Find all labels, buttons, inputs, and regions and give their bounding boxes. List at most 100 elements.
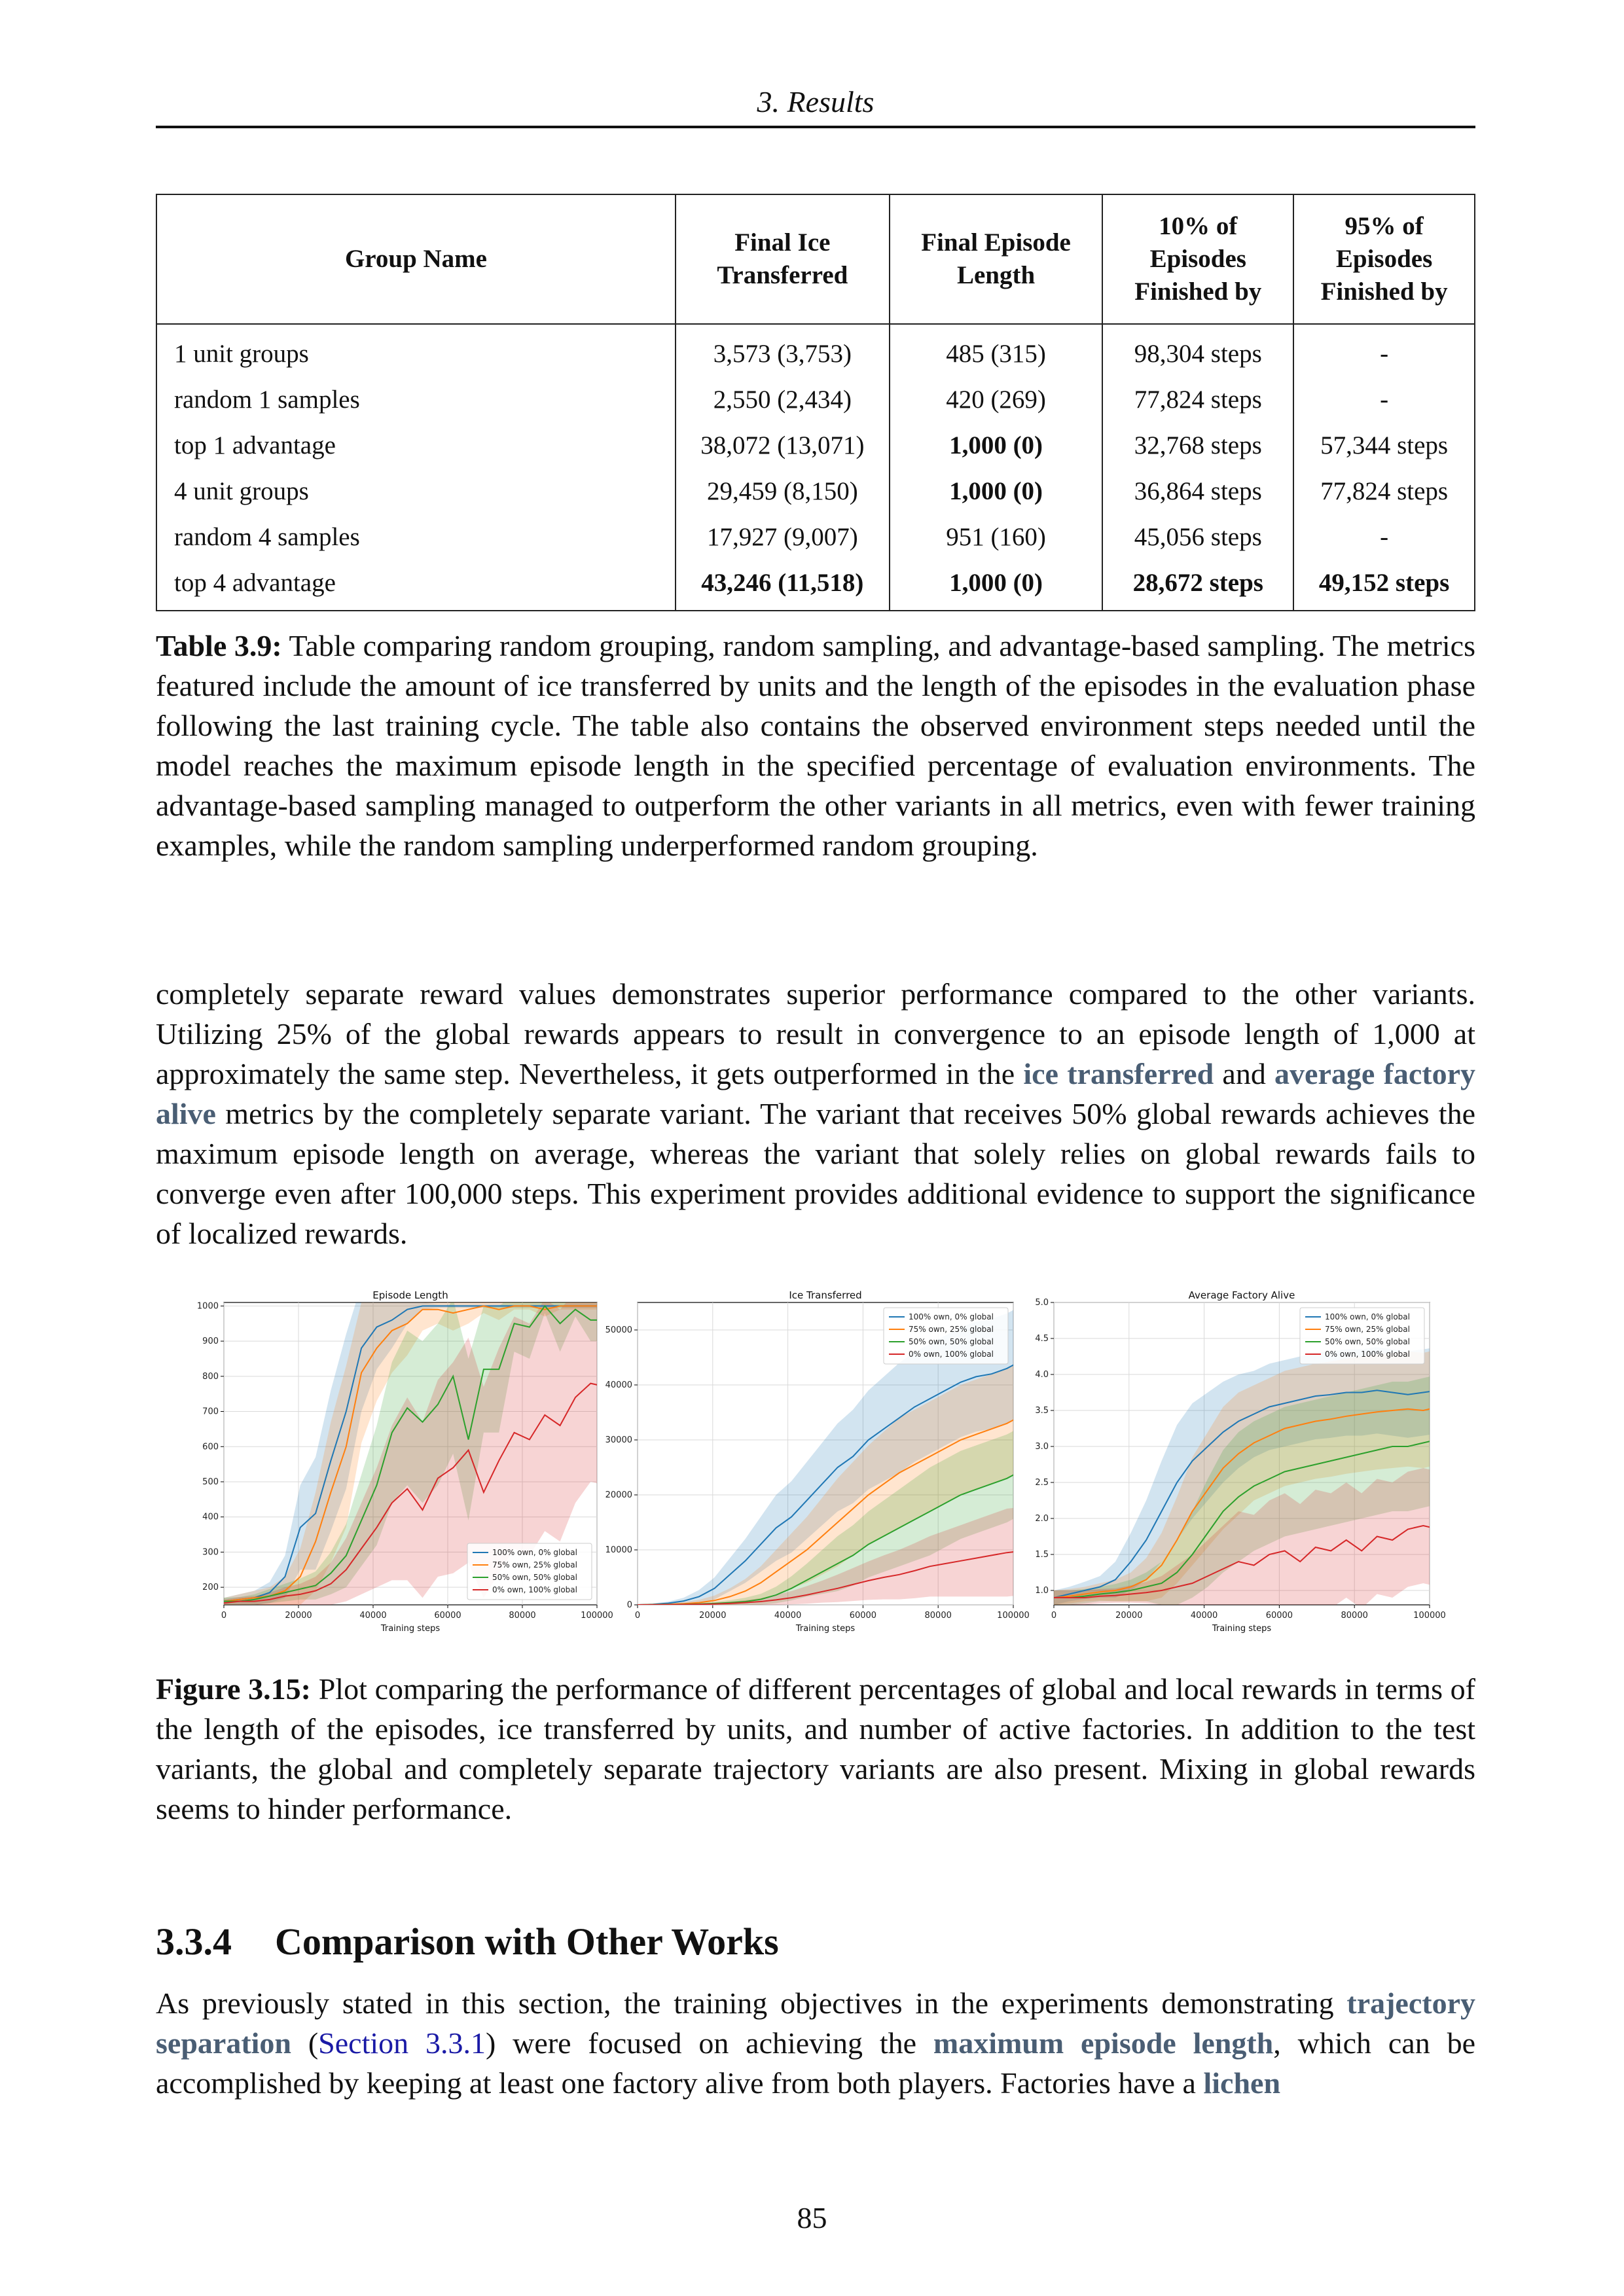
series-line	[1054, 1390, 1430, 1598]
series-band	[1054, 1351, 1430, 1605]
x-tick-label: 80000	[1341, 1611, 1368, 1621]
legend-entry: 100% own, 0% global	[492, 1548, 577, 1557]
figure-caption-label: Figure 3.15:	[156, 1672, 311, 1706]
p95-cell: -	[1293, 324, 1475, 377]
x-tick-label: 40000	[774, 1611, 801, 1621]
y-tick-label: 1000	[197, 1301, 219, 1311]
table-row: random 1 samples 2,550 (2,434) 420 (269)…	[156, 377, 1475, 423]
series-band	[224, 1302, 597, 1605]
series-line	[638, 1419, 1013, 1605]
figure-caption-text: Plot comparing the performance of differ…	[156, 1672, 1476, 1825]
body-text: completely separate reward values demons…	[156, 977, 1475, 1090]
y-tick-label: 300	[202, 1547, 219, 1557]
x-tick-label: 20000	[1115, 1611, 1142, 1621]
length-cell: 1,000 (0)	[888, 423, 1104, 469]
length-cell: 420 (269)	[888, 377, 1104, 423]
chart-1: 0 20000 40000 60000 80000 100000 0 10000 20000 30…	[605, 1289, 1030, 1634]
p95-cell: 77,824 steps	[1293, 469, 1475, 514]
legend-entry: 75% own, 25% global	[1325, 1325, 1410, 1334]
y-tick-label: 5.0	[1035, 1298, 1049, 1308]
p10-cell: 32,768 steps	[1102, 423, 1295, 469]
series-band	[224, 1302, 597, 1605]
legend-box	[467, 1543, 592, 1600]
series-line	[224, 1382, 597, 1604]
table-caption: Table 3.9: Table comparing random groupi…	[156, 626, 1475, 865]
x-tick-label: 80000	[509, 1611, 535, 1621]
y-tick-label: 800	[202, 1372, 219, 1382]
section-heading: 3.3.4 Comparison with Other Works	[156, 1919, 779, 1965]
series-band	[1054, 1376, 1430, 1605]
y-tick-label: 200	[202, 1583, 219, 1592]
length-cell: 485 (315)	[888, 324, 1104, 377]
y-tick-label: 3.0	[1035, 1442, 1049, 1452]
y-tick-label: 500	[202, 1477, 219, 1487]
legend-entry: 75% own, 25% global	[492, 1560, 577, 1570]
legend-entry: 50% own, 50% global	[909, 1337, 994, 1346]
col-header: 10% of Episodes Finished by	[1102, 194, 1295, 325]
body-text: metrics by the completely separate varia…	[156, 1097, 1475, 1250]
table-row: random 4 samples 17,927 (9,007) 951 (160…	[156, 514, 1475, 560]
x-tick-label: 100000	[581, 1611, 613, 1621]
group-name-cell: top 1 advantage	[156, 423, 676, 469]
group-name-cell: 4 unit groups	[156, 469, 676, 514]
group-name-cell: top 4 advantage	[156, 560, 676, 611]
body-text: ) were focused on achieving the	[486, 2026, 933, 2060]
y-tick-label: 400	[202, 1513, 219, 1522]
group-name-cell: random 4 samples	[156, 514, 676, 560]
x-axis-label: Training steps	[380, 1624, 441, 1634]
col-header: 95% of Episodes Finished by	[1293, 194, 1475, 325]
body-text: (	[291, 2026, 319, 2060]
length-cell: 1,000 (0)	[888, 560, 1104, 611]
body-text: and	[1214, 1057, 1275, 1090]
x-tick-label: 0	[635, 1611, 640, 1621]
legend-entry: 100% own, 0% global	[1325, 1312, 1410, 1321]
legend-entry: 0% own, 100% global	[492, 1585, 577, 1594]
legend-entry: 100% own, 0% global	[909, 1312, 994, 1321]
y-tick-label: 600	[202, 1442, 219, 1452]
series-band	[638, 1310, 1013, 1605]
term-link-maximum-episode-length[interactable]: maximum episode length	[933, 2026, 1274, 2060]
p10-cell: 28,672 steps	[1102, 560, 1295, 611]
y-tick-label: 4.5	[1035, 1334, 1049, 1344]
ice-cell: 3,573 (3,753)	[674, 324, 890, 377]
x-tick-label: 0	[221, 1611, 226, 1621]
term-link-average-factory-alive[interactable]: average factory alive	[156, 1057, 1475, 1130]
table-caption-label: Table 3.9:	[156, 629, 282, 662]
x-axis-label: Training steps	[795, 1624, 856, 1634]
p95-cell: 57,344 steps	[1293, 423, 1475, 469]
p95-cell: 49,152 steps	[1293, 560, 1475, 611]
col-header: Group Name	[156, 194, 676, 325]
body-text: As previously stated in this section, th…	[156, 1986, 1347, 2020]
x-tick-label: 20000	[699, 1611, 726, 1621]
legend-entry: 0% own, 100% global	[1325, 1350, 1410, 1359]
plot-series-layer	[1054, 1347, 1430, 1605]
y-tick-label: 50000	[605, 1325, 632, 1335]
x-tick-label: 60000	[434, 1611, 461, 1621]
x-tick-label: 80000	[925, 1611, 952, 1621]
term-link-ice-transferred[interactable]: ice transferred	[1023, 1057, 1214, 1090]
legend-entry: 50% own, 50% global	[1325, 1337, 1410, 1346]
p10-cell: 98,304 steps	[1102, 324, 1295, 377]
series-line	[224, 1304, 597, 1602]
table-row: 1 unit groups 3,573 (3,753) 485 (315) 98…	[156, 324, 1475, 377]
y-tick-label: 0	[627, 1600, 632, 1610]
table-row: top 4 advantage 43,246 (11,518) 1,000 (0…	[156, 560, 1475, 611]
x-axis-label: Training steps	[1212, 1624, 1272, 1634]
running-head: 3. Results	[757, 85, 875, 118]
y-tick-label: 1.5	[1035, 1550, 1049, 1560]
plot-series-layer	[224, 1302, 597, 1605]
col-header: Final Ice Transferred	[674, 194, 890, 325]
length-cell: 951 (160)	[888, 514, 1104, 560]
term-link-lichen[interactable]: lichen	[1203, 2066, 1281, 2100]
series-line	[224, 1305, 597, 1602]
y-tick-label: 40000	[605, 1380, 632, 1390]
term-link-trajectory-separation[interactable]: trajectory separation	[156, 1986, 1475, 2060]
group-name-cell: 1 unit groups	[156, 324, 676, 377]
section-ref-link[interactable]: Section 3.3.1	[318, 2026, 486, 2060]
section-number: 3.3.4	[156, 1920, 232, 1963]
legend-box	[1299, 1307, 1425, 1365]
p10-cell: 45,056 steps	[1102, 514, 1295, 560]
table-row: 4 unit groups 29,459 (8,150) 1,000 (0) 3…	[156, 469, 1475, 514]
x-tick-label: 20000	[285, 1611, 312, 1621]
p95-cell: -	[1293, 514, 1475, 560]
